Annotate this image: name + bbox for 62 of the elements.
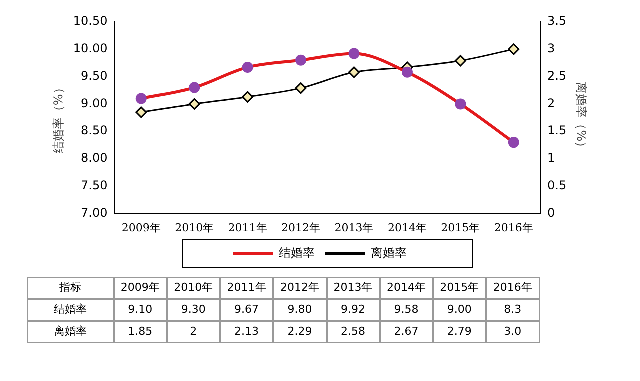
category-label: 2014年 bbox=[386, 281, 426, 294]
point bbox=[295, 82, 307, 94]
y2-tick-label: 3.5 bbox=[548, 14, 567, 28]
text: 离婚率 bbox=[54, 325, 87, 338]
y2-tick-label: 0.5 bbox=[548, 178, 567, 193]
text: 指标 bbox=[59, 281, 82, 294]
data-label: 8.3 bbox=[504, 303, 522, 316]
data-label: 1.85 bbox=[128, 325, 153, 338]
y-tick-label: 8.00 bbox=[81, 151, 108, 166]
y2-tick-label: 2 bbox=[548, 96, 556, 110]
data-label: 2.29 bbox=[288, 325, 312, 338]
y2-axis-title: 离婚率（%） bbox=[574, 82, 589, 154]
data-label: 9.58 bbox=[394, 303, 419, 316]
x-tick-label: 2013年 bbox=[334, 221, 374, 234]
category-label: 2009年 bbox=[120, 281, 160, 294]
point bbox=[348, 66, 360, 78]
x-tick-label: 2011年 bbox=[228, 221, 268, 234]
y2-tick-label: 1.5 bbox=[548, 124, 567, 138]
data-label: 2 bbox=[190, 325, 198, 338]
y2-tick-label: 1 bbox=[548, 151, 556, 166]
legend-label: 离婚率 bbox=[371, 246, 407, 260]
data-label: 2.79 bbox=[447, 325, 472, 338]
y2-tick-label: 3 bbox=[548, 42, 556, 56]
x-tick-label: 2009年 bbox=[122, 221, 161, 234]
point bbox=[188, 98, 200, 110]
y-tick-label: 7.00 bbox=[81, 206, 108, 220]
category-label: 2015年 bbox=[440, 281, 480, 294]
data-label: 3.0 bbox=[504, 325, 522, 338]
legend-label: 结婚率 bbox=[279, 246, 315, 260]
point bbox=[242, 91, 254, 103]
point bbox=[136, 106, 148, 118]
y-tick-label: 10.00 bbox=[73, 42, 108, 56]
data-label: 9.30 bbox=[181, 303, 206, 316]
x-tick-label: 2016年 bbox=[494, 221, 534, 234]
data-label: 9.80 bbox=[288, 303, 312, 316]
x-tick-label: 2014年 bbox=[388, 221, 427, 234]
y-axis-title: 结婚率（%） bbox=[51, 82, 66, 154]
data-label: 9.67 bbox=[234, 303, 260, 316]
point bbox=[454, 55, 466, 67]
y2-tick-label: 2.5 bbox=[548, 68, 567, 83]
data-label: 9.92 bbox=[340, 303, 366, 316]
text: 结婚率 bbox=[54, 303, 87, 316]
y-tick-label: 10.50 bbox=[73, 14, 108, 28]
category-label: 2011年 bbox=[227, 281, 266, 294]
y2-tick-label: 0 bbox=[548, 206, 556, 220]
x-tick-label: 2012年 bbox=[282, 221, 321, 234]
data-label: 2.13 bbox=[234, 325, 260, 338]
data-label: 9.10 bbox=[128, 303, 153, 316]
category-label: 2010年 bbox=[174, 281, 214, 294]
point bbox=[508, 44, 520, 56]
y-tick-label: 9.50 bbox=[81, 68, 108, 83]
x-tick-label: 2015年 bbox=[441, 221, 480, 234]
x-tick-label: 2010年 bbox=[175, 221, 214, 234]
category-label: 2012年 bbox=[280, 281, 320, 294]
y-tick-label: 8.50 bbox=[81, 124, 108, 138]
data-label: 2.58 bbox=[340, 325, 366, 338]
y-tick-label: 9.00 bbox=[81, 96, 108, 110]
category-label: 2013年 bbox=[334, 281, 373, 294]
y-tick-label: 7.50 bbox=[81, 178, 108, 193]
category-label: 2016年 bbox=[493, 281, 532, 294]
data-label: 2.67 bbox=[394, 325, 419, 338]
data-label: 9.00 bbox=[447, 303, 472, 316]
